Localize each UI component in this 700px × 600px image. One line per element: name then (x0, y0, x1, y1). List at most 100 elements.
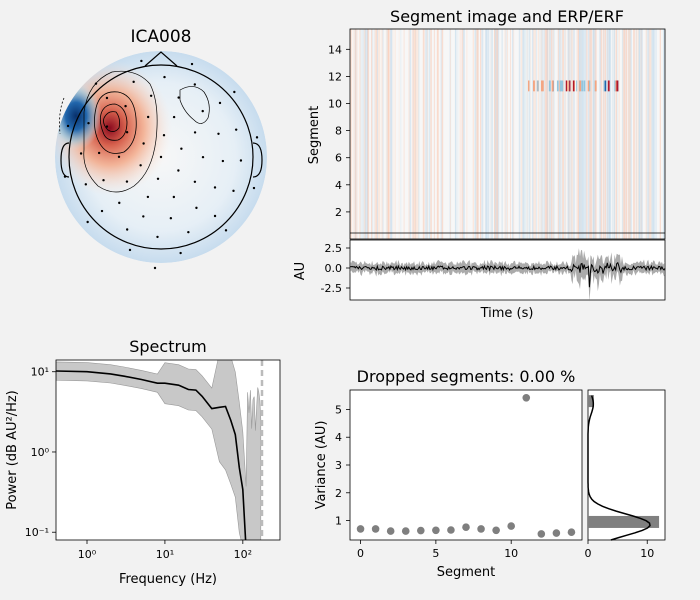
sensor-dot (84, 183, 88, 186)
segment-image-stripe (394, 29, 396, 239)
segment-image-stripe (587, 29, 590, 239)
sensor-dot (79, 152, 83, 155)
segment-image-stripe (375, 29, 377, 239)
sensor-dot (140, 59, 143, 63)
segment-image-stripe (367, 29, 370, 239)
segment-image-stripe (543, 29, 545, 239)
segment-image-event (532, 80, 535, 92)
segment-image-event (537, 80, 539, 92)
segment-image-event (528, 80, 530, 92)
segment-image-event (548, 80, 551, 92)
segment-image-event (594, 80, 597, 92)
segment-image-event (561, 80, 564, 92)
variance-point (477, 525, 485, 533)
segment-image-stripe (552, 29, 554, 239)
segment-image-stripe (388, 29, 390, 239)
segment-image-stripe (548, 29, 550, 239)
segment-image-stripe (360, 29, 362, 239)
segment-image-stripe (615, 29, 617, 239)
ytick-label: 12 (328, 70, 342, 83)
segment-image-event (581, 80, 584, 92)
variance-point (401, 527, 410, 535)
segment-image-event (541, 80, 543, 92)
histogram-bar (588, 395, 594, 408)
sensor-dot (193, 83, 197, 86)
segment-image-stripe (592, 29, 594, 239)
segment-image-stripe (361, 29, 364, 239)
segment-image-frame (349, 28, 666, 240)
sensor-dot (218, 101, 222, 105)
segment-image-stripe (616, 29, 618, 239)
segment-image-stripe (550, 29, 553, 239)
segment-image-stripe (519, 29, 521, 239)
variance-point (507, 522, 515, 530)
sensor-dot (94, 82, 98, 85)
segment-image-stripe (646, 29, 649, 239)
ytick-label: 2.5 (325, 242, 343, 255)
segment-image-stripe (624, 29, 626, 239)
segment-image-stripe (577, 29, 580, 239)
segment-image-stripe (350, 29, 352, 239)
sensor-dot (100, 209, 104, 213)
variance-point (492, 526, 500, 535)
ytick-label: 10 (328, 98, 342, 111)
segment-image-stripe (534, 29, 536, 239)
segment-image-stripe (377, 29, 380, 239)
ytick-label: 3 (335, 459, 342, 472)
segment-image-stripe (433, 29, 435, 239)
segment-image-stripe (652, 29, 653, 239)
sensor-dot (172, 195, 176, 199)
ytick-label: 4 (335, 179, 342, 192)
segment-image-stripe (604, 29, 607, 239)
variance-points (356, 393, 576, 538)
variance-point (371, 525, 380, 533)
segment-image-event (556, 80, 559, 92)
erp-band (350, 248, 665, 302)
variance-frame (349, 389, 583, 541)
sensor-dot (252, 186, 256, 190)
erp-ylabel: AU (293, 262, 308, 280)
segment-image-event (615, 80, 617, 92)
variance-point (356, 525, 365, 533)
segment-image-stripe (520, 29, 523, 239)
segment-image-stripe (603, 29, 605, 239)
ytick-label: 10⁻¹ (25, 526, 49, 539)
segment-image-event (588, 80, 591, 92)
segment-image-stripe (590, 29, 593, 239)
segment-image-stripe (382, 29, 384, 239)
ytick-label: 1 (335, 515, 342, 528)
segment-image-title: Segment image and ERP/ERF (390, 7, 624, 26)
sensor-dot (159, 155, 163, 159)
segment-image-stripe (416, 29, 419, 239)
segment-image-stripe (376, 29, 378, 239)
segment-image-stripe (612, 29, 613, 239)
segment-image-stripe (518, 29, 521, 239)
segment-image-stripe (398, 29, 400, 239)
sensor-dot (193, 131, 197, 134)
sensor-dot (142, 142, 145, 145)
sensor-dot (163, 75, 166, 79)
segment-image-stripe (662, 29, 664, 239)
segment-image-stripe (477, 29, 479, 239)
segment-image-stripe (544, 29, 547, 239)
segment-image-stripe (640, 29, 643, 239)
topomap-panel: ICA008 (55, 27, 267, 270)
segment-image-stripe (362, 29, 365, 239)
sensor-dot (177, 96, 180, 99)
variance-panel: Dropped segments: 0.00 % 0 5 10 1 2 3 4 5 Segme… (314, 367, 583, 580)
ytick-label: 0.0 (325, 262, 343, 275)
segment-image-stripe (539, 29, 541, 239)
segment-image-stripe (533, 29, 536, 239)
segment-image-event (587, 80, 590, 92)
segment-image-stripe (356, 29, 358, 239)
segment-image-stripe (630, 29, 632, 239)
variance-point (432, 526, 440, 535)
ytick-label: 10¹ (31, 366, 49, 379)
xtick-label: 10¹ (156, 548, 174, 561)
ytick-label: 8 (335, 125, 342, 138)
segment-image-stripe (413, 29, 415, 239)
segment-image-stripe (413, 29, 416, 239)
segment-image-stripe (510, 29, 512, 239)
spectrum-xlabel: Frequency (Hz) (119, 572, 217, 587)
sensor-dot (224, 229, 228, 232)
